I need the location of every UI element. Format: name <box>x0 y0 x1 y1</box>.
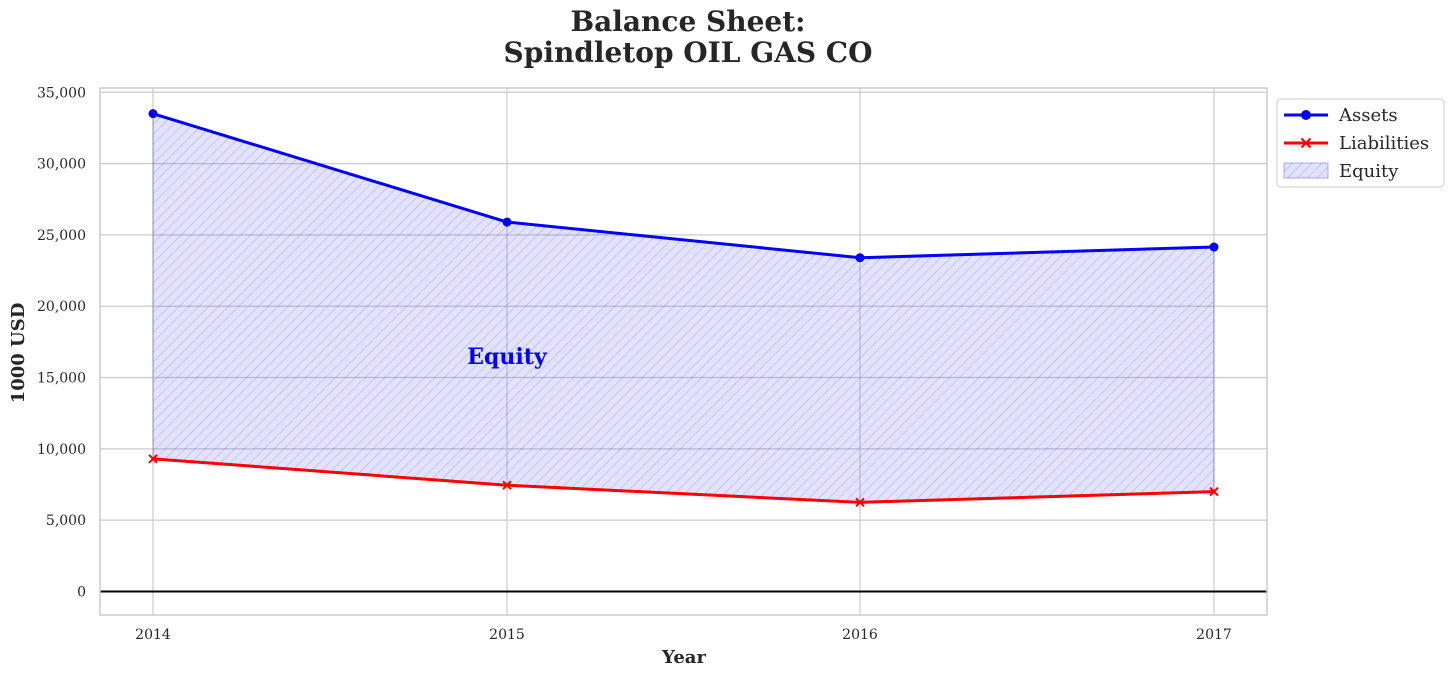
legend-equity-patch <box>1283 162 1329 179</box>
equity-annotation: Equity <box>467 344 548 370</box>
chart-title-line-1: Balance Sheet: <box>570 5 805 38</box>
y-tick-label: 0 <box>77 584 86 600</box>
liabilities-point <box>855 497 865 508</box>
equity-fill-area <box>152 112 1215 503</box>
legend-liabilities-marker <box>1300 137 1312 149</box>
chart-title-line-2: Spindletop OIL GAS CO <box>504 36 873 69</box>
legend-assets-label: Assets <box>1338 105 1398 126</box>
y-tick-label: 15,000 <box>37 371 86 387</box>
legend: Assets Liabilities Equity <box>1276 98 1445 188</box>
plot-frame <box>99 87 1268 616</box>
y-tick-label: 5,000 <box>46 513 86 529</box>
assets-point <box>1209 242 1219 252</box>
x-tick-label: 2016 <box>842 627 878 643</box>
x-tick-label: 2014 <box>135 627 171 643</box>
liabilities-point <box>502 480 512 490</box>
assets-point <box>502 217 512 227</box>
y-tick-label: 35,000 <box>37 85 86 101</box>
assets-point <box>855 253 865 263</box>
x-axis-label: Year <box>661 647 706 668</box>
legend-equity-label: Equity <box>1339 161 1399 182</box>
legend-liabilities-label: Liabilities <box>1339 133 1429 154</box>
assets-point <box>148 109 158 119</box>
liabilities-line <box>152 457 1215 504</box>
assets-line <box>152 112 1215 260</box>
x-tick-label: 2015 <box>489 627 525 643</box>
y-tick-label: 20,000 <box>37 299 86 315</box>
liabilities-point <box>148 454 158 464</box>
y-tick-label: 25,000 <box>37 228 86 244</box>
y-tick-label: 10,000 <box>37 442 86 458</box>
x-tick-label: 2017 <box>1196 627 1232 643</box>
legend-assets-marker <box>1301 110 1311 120</box>
liabilities-point <box>1209 486 1219 497</box>
y-axis-label: 1000 USD <box>8 303 29 404</box>
y-tick-label: 30,000 <box>37 157 86 173</box>
